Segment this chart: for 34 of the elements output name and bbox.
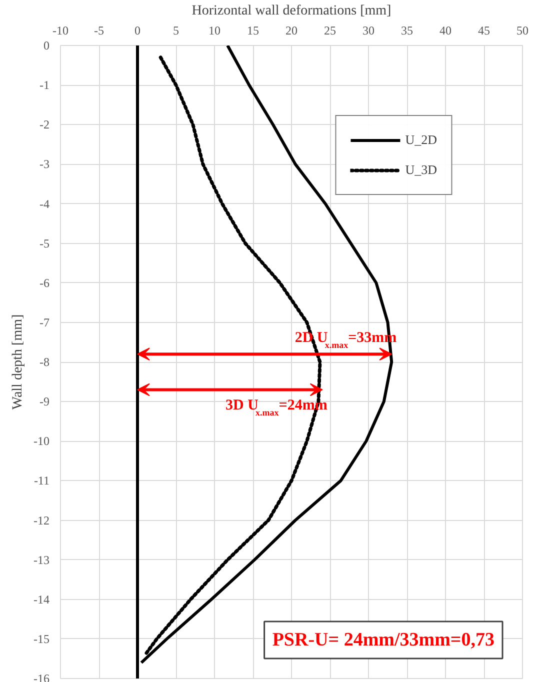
y-tick-label: -2 <box>40 118 50 132</box>
y-tick-label: -9 <box>40 394 50 409</box>
y-tick-label: -12 <box>34 513 50 528</box>
y-tick-label: -4 <box>40 196 50 211</box>
y-tick-label: -7 <box>40 315 50 330</box>
x-tick-label: 15 <box>247 24 259 38</box>
y-tick-label: 0 <box>44 38 50 52</box>
x-tick-label: 20 <box>286 24 298 38</box>
y-tick-label: -14 <box>34 592 50 606</box>
y-tick-label: -3 <box>40 157 50 172</box>
annotation: PSR-U= 24mm/33mm=0,73 <box>272 630 495 650</box>
y-tick-label: -6 <box>40 276 50 290</box>
legend-label: U_2D <box>405 132 437 148</box>
x-tick-label: 50 <box>516 24 528 38</box>
y-tick-label: -10 <box>34 434 50 448</box>
x-tick-label: 45 <box>478 24 490 38</box>
y-tick-label: -13 <box>34 552 50 567</box>
y-tick-label: -11 <box>34 474 50 488</box>
y-tick-label: -8 <box>40 355 50 369</box>
x-tick-label: 25 <box>324 24 336 38</box>
y-axis-title: Wall depth [mm] <box>10 314 26 410</box>
x-tick-label: 35 <box>401 24 413 38</box>
x-tick-label: 10 <box>208 24 220 38</box>
x-axis-title: Horizontal wall deformations [mm] <box>192 4 392 18</box>
x-tick-label: 40 <box>440 24 452 38</box>
y-tick-label: -15 <box>34 632 50 646</box>
x-tick-label: 5 <box>173 24 179 38</box>
x-tick-label: 30 <box>362 24 374 38</box>
x-tick-label: -5 <box>94 24 104 38</box>
x-tick-label: -10 <box>52 24 68 38</box>
legend-label: U_3D <box>405 162 437 178</box>
y-tick-label: -5 <box>40 236 50 250</box>
x-tick-label: 0 <box>134 24 140 38</box>
y-tick-label: -1 <box>40 78 50 92</box>
